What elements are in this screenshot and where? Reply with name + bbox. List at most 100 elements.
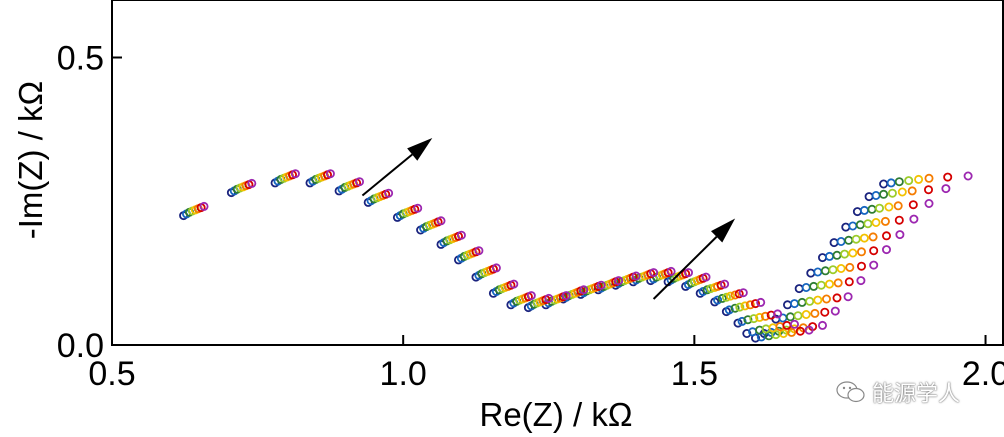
data-point xyxy=(787,327,797,337)
data-point xyxy=(897,187,907,197)
data-point xyxy=(713,295,723,305)
data-point xyxy=(790,319,800,329)
data-point xyxy=(869,246,879,256)
data-point xyxy=(924,185,934,195)
data-point xyxy=(749,314,759,324)
data-point xyxy=(863,219,873,229)
data-point xyxy=(818,320,828,330)
data-point xyxy=(436,216,446,226)
data-point xyxy=(859,205,869,215)
data-point xyxy=(290,169,300,179)
data-point xyxy=(813,267,823,277)
data-point xyxy=(804,325,814,335)
data-point xyxy=(893,201,903,211)
x-tick-label: 2.0 xyxy=(962,355,1004,393)
x-tick-label: 1.5 xyxy=(671,355,718,393)
data-point xyxy=(579,285,589,295)
arrow-head xyxy=(407,138,433,161)
data-point xyxy=(844,277,854,287)
data-point xyxy=(825,279,835,289)
axis-ticks xyxy=(111,56,987,346)
watermark-text: 能源学人 xyxy=(872,382,961,407)
data-point xyxy=(785,312,795,322)
data-point xyxy=(491,263,501,273)
data-point xyxy=(509,279,519,289)
data-point xyxy=(456,230,466,240)
data-point xyxy=(726,291,736,301)
data-point xyxy=(822,294,832,304)
data-point xyxy=(701,272,711,282)
data-point xyxy=(914,174,924,184)
data-point xyxy=(880,216,890,226)
data-point xyxy=(806,268,816,278)
data-point xyxy=(724,305,734,315)
data-point xyxy=(751,299,761,309)
data-point xyxy=(907,186,917,196)
data-point xyxy=(963,171,973,181)
data-point xyxy=(720,279,730,289)
data-point xyxy=(742,328,752,338)
series-series-1 xyxy=(179,178,889,343)
data-point xyxy=(833,278,843,288)
data-point xyxy=(325,169,335,179)
data-point xyxy=(855,220,865,230)
data-point xyxy=(809,281,819,291)
data-point xyxy=(904,176,914,186)
data-point xyxy=(879,189,889,199)
data-point xyxy=(848,221,858,231)
trend-arrows xyxy=(361,138,736,300)
data-point xyxy=(887,188,897,198)
data-points xyxy=(179,169,973,343)
series-series-8 xyxy=(199,169,973,335)
data-point xyxy=(801,282,811,292)
data-point xyxy=(795,326,805,336)
data-point xyxy=(793,311,803,321)
data-point xyxy=(596,280,606,290)
data-point xyxy=(721,292,731,302)
data-point xyxy=(908,200,918,210)
data-point xyxy=(755,312,765,322)
data-point xyxy=(794,284,804,294)
data-point xyxy=(832,293,842,303)
data-point xyxy=(857,247,867,257)
y-tick-label: 0.5 xyxy=(57,40,104,78)
series-series-2 xyxy=(181,176,896,342)
data-point xyxy=(868,232,878,242)
data-point xyxy=(852,207,862,217)
data-point xyxy=(843,292,853,302)
data-point xyxy=(820,266,830,276)
data-point xyxy=(909,214,919,224)
data-point xyxy=(247,178,257,188)
data-point xyxy=(413,203,423,213)
data-point xyxy=(544,293,554,303)
data-point xyxy=(840,249,850,259)
data-point xyxy=(882,231,892,241)
data-point xyxy=(384,188,394,198)
data-point xyxy=(828,265,838,275)
data-point xyxy=(810,308,820,318)
data-point xyxy=(924,173,934,183)
data-point xyxy=(783,300,793,310)
data-point xyxy=(740,301,750,311)
data-point xyxy=(730,290,740,300)
data-point xyxy=(730,303,740,313)
x-tick-label: 1.0 xyxy=(380,355,427,393)
data-point xyxy=(924,198,934,208)
data-point xyxy=(864,192,874,202)
axis-tick-labels: 0.5 1.0 1.5 2.00.00.5 xyxy=(57,40,1004,394)
data-point xyxy=(867,204,877,214)
data-point xyxy=(836,263,846,273)
series-series-4 xyxy=(187,173,914,340)
data-point xyxy=(871,217,881,227)
data-point xyxy=(820,307,830,317)
data-point xyxy=(734,289,744,299)
data-point xyxy=(199,201,209,211)
data-point xyxy=(717,293,727,303)
arrow-shaft xyxy=(652,236,718,300)
data-point xyxy=(844,235,854,245)
data-point xyxy=(782,320,792,330)
data-point xyxy=(816,280,826,290)
x-tick-label: 0.5 xyxy=(88,355,135,393)
data-point xyxy=(941,184,951,194)
